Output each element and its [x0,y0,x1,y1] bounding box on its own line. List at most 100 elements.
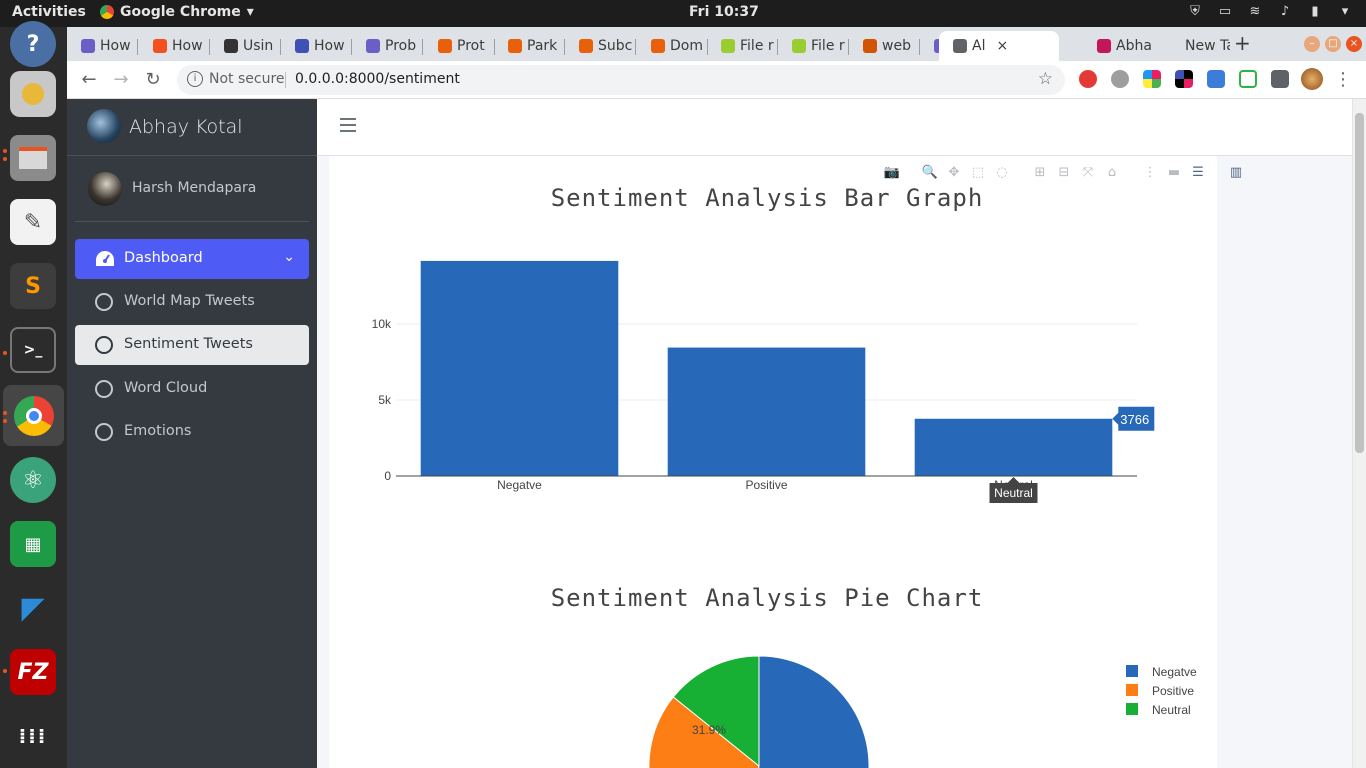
pan-icon[interactable]: ✥ [948,165,960,180]
hover-compare-icon[interactable]: ☰ [1192,165,1204,180]
caret-down-icon[interactable]: ▾ [1341,4,1349,19]
lasso-select-icon[interactable]: ◌ [996,165,1008,180]
url-text[interactable]: 0.0.0.0:8000/sentiment [295,71,460,87]
menu-icon[interactable]: ⋮ [1334,69,1352,90]
hamburger-menu-icon[interactable] [340,118,356,132]
drive-icon[interactable]: ▭ [1218,4,1232,19]
tab-10[interactable]: File r [778,31,848,61]
puzzle-icon[interactable] [1271,70,1289,88]
pie-series[interactable]: 31.9% [648,655,870,768]
user-panel[interactable]: Harsh Mendapara [75,156,309,222]
sidebar-item-word-cloud[interactable]: Word Cloud [75,369,309,409]
maximize-icon[interactable]: □ [1325,36,1341,52]
system-tray[interactable]: ⛨ ▭ ≋ ♪ ▮ ▾ [1186,3,1354,21]
info-icon[interactable]: i [187,71,203,87]
tab-15[interactable]: New Tal [1152,31,1230,61]
hover-closest-icon[interactable]: ▬ [1167,165,1181,180]
pie-slice-neutral[interactable] [672,655,760,768]
tab-0[interactable]: How [67,31,137,61]
text-editor-icon[interactable]: ✎ [10,199,56,245]
chrome-dock-icon[interactable] [3,385,64,446]
filezilla-icon[interactable]: FZ [10,649,56,695]
adblock-icon[interactable] [1079,70,1097,88]
spreadsheet-icon[interactable]: ▦ [10,521,56,567]
terminal-icon[interactable]: >_ [10,327,56,373]
extension-icon[interactable] [1175,70,1193,88]
address-bar[interactable]: i Not secure 0.0.0.0:8000/sentiment ☆ [177,65,1065,95]
rhythmbox-icon[interactable] [10,71,56,117]
forward-icon[interactable]: → [113,69,129,90]
scrollbar-thumb[interactable] [1355,113,1364,453]
zoom-icon[interactable]: 🔍 [921,165,939,180]
reset-axes-icon[interactable]: ⌂ [1107,165,1117,180]
pie-slice-positive[interactable] [648,696,760,768]
bookmark-star-icon[interactable]: ☆ [1037,69,1053,89]
tab-1[interactable]: How [139,31,209,61]
back-icon[interactable]: ← [81,69,97,90]
wifi-icon[interactable]: ≋ [1249,4,1261,19]
sidebar-item-dashboard[interactable]: Dashboard ⌄ [75,239,309,279]
spike-lines-icon[interactable]: ⋮ [1143,165,1157,180]
tab-separator [564,39,565,55]
new-tab-button[interactable]: + [1234,31,1251,55]
bar-series[interactable] [420,260,1113,476]
sidebar-item-emotions[interactable]: Emotions [75,412,309,452]
user-name[interactable]: Harsh Mendapara [132,180,257,196]
bar-negatve[interactable] [420,260,619,476]
show-apps-icon[interactable]: ⁞⁞⁞ [18,724,48,748]
volume-icon[interactable]: ♪ [1280,4,1290,19]
tab-7[interactable]: Subc [565,31,635,61]
extension-icon[interactable] [1207,70,1225,88]
running-indicator [3,149,7,153]
vscode-icon[interactable]: ◤ [10,585,56,631]
sublime-text-icon[interactable]: S [10,263,56,309]
charts-svg[interactable]: Sentiment Analysis Bar Graph 0 5k 10k Nega… [329,156,1217,768]
pie-slice-negatve[interactable] [732,655,870,768]
tab-9[interactable]: File r [707,31,777,61]
atom-icon[interactable]: ⚛ [10,457,56,503]
zoom-in-icon[interactable]: ⊞ [1034,165,1046,180]
reload-icon[interactable]: ↻ [145,69,161,90]
tab-11[interactable]: web [849,31,919,61]
tab-favicon-icon [953,39,967,53]
tab-5[interactable]: Prot [424,31,494,61]
tab-14[interactable]: Abha [1083,31,1151,61]
brand-link[interactable]: Abhay Kotal [67,99,317,156]
files-icon[interactable] [10,135,56,181]
plotly-logo-icon[interactable]: ▥ [1229,165,1243,180]
box-select-icon[interactable]: ⬚ [971,165,985,180]
tab-6[interactable]: Park [494,31,564,61]
minimize-icon[interactable]: – [1304,36,1320,52]
app-menu[interactable]: Google Chrome ▾ [100,4,254,20]
tab-3[interactable]: How [281,31,351,61]
pie-legend[interactable]: Negatve Positive Neutral [1126,665,1197,717]
sidebar-item-world-map-tweets[interactable]: World Map Tweets [75,282,309,322]
extension-icon[interactable] [1143,70,1161,88]
extension-icon[interactable] [1111,70,1129,88]
tab-8[interactable]: Dom [637,31,707,61]
tab-4[interactable]: Prob [352,31,422,61]
tab-close-icon[interactable]: × [996,38,1009,54]
close-icon[interactable]: × [1346,36,1362,52]
page-scrollbar[interactable] [1352,99,1366,768]
battery-icon[interactable]: ▮ [1311,4,1319,19]
clock[interactable]: Fri 10:37 [689,4,759,20]
bar-neutral[interactable] [914,418,1113,476]
pie-chart-title: Sentiment Analysis Pie Chart [551,584,984,612]
camera-icon[interactable]: 📷 [883,165,901,180]
tab-2[interactable]: Usin [210,31,280,61]
legend-entry[interactable]: Neutral [1152,703,1191,717]
activities-button[interactable]: Activities [12,4,86,20]
tab-13[interactable]: Al × [939,31,1059,61]
legend-entry[interactable]: Positive [1152,684,1194,698]
autoscale-icon[interactable]: ⤧ [1082,165,1094,180]
sidebar-item-sentiment-tweets[interactable]: Sentiment Tweets [75,325,309,365]
shield-icon[interactable]: ⛨ [1190,4,1200,19]
legend-entry[interactable]: Negatve [1152,665,1197,679]
chart-card: 📷 🔍 ✥ ⬚ ◌ ⊞ ⊟ ⤧ ⌂ ⋮ ▬ ☰ ▥ Sentiment Anal… [329,156,1242,768]
help-icon[interactable]: ? [10,21,56,67]
zoom-out-icon[interactable]: ⊟ [1058,165,1070,180]
extension-icon[interactable] [1239,70,1257,88]
bar-positive[interactable] [667,347,866,476]
profile-avatar[interactable] [1301,68,1323,90]
